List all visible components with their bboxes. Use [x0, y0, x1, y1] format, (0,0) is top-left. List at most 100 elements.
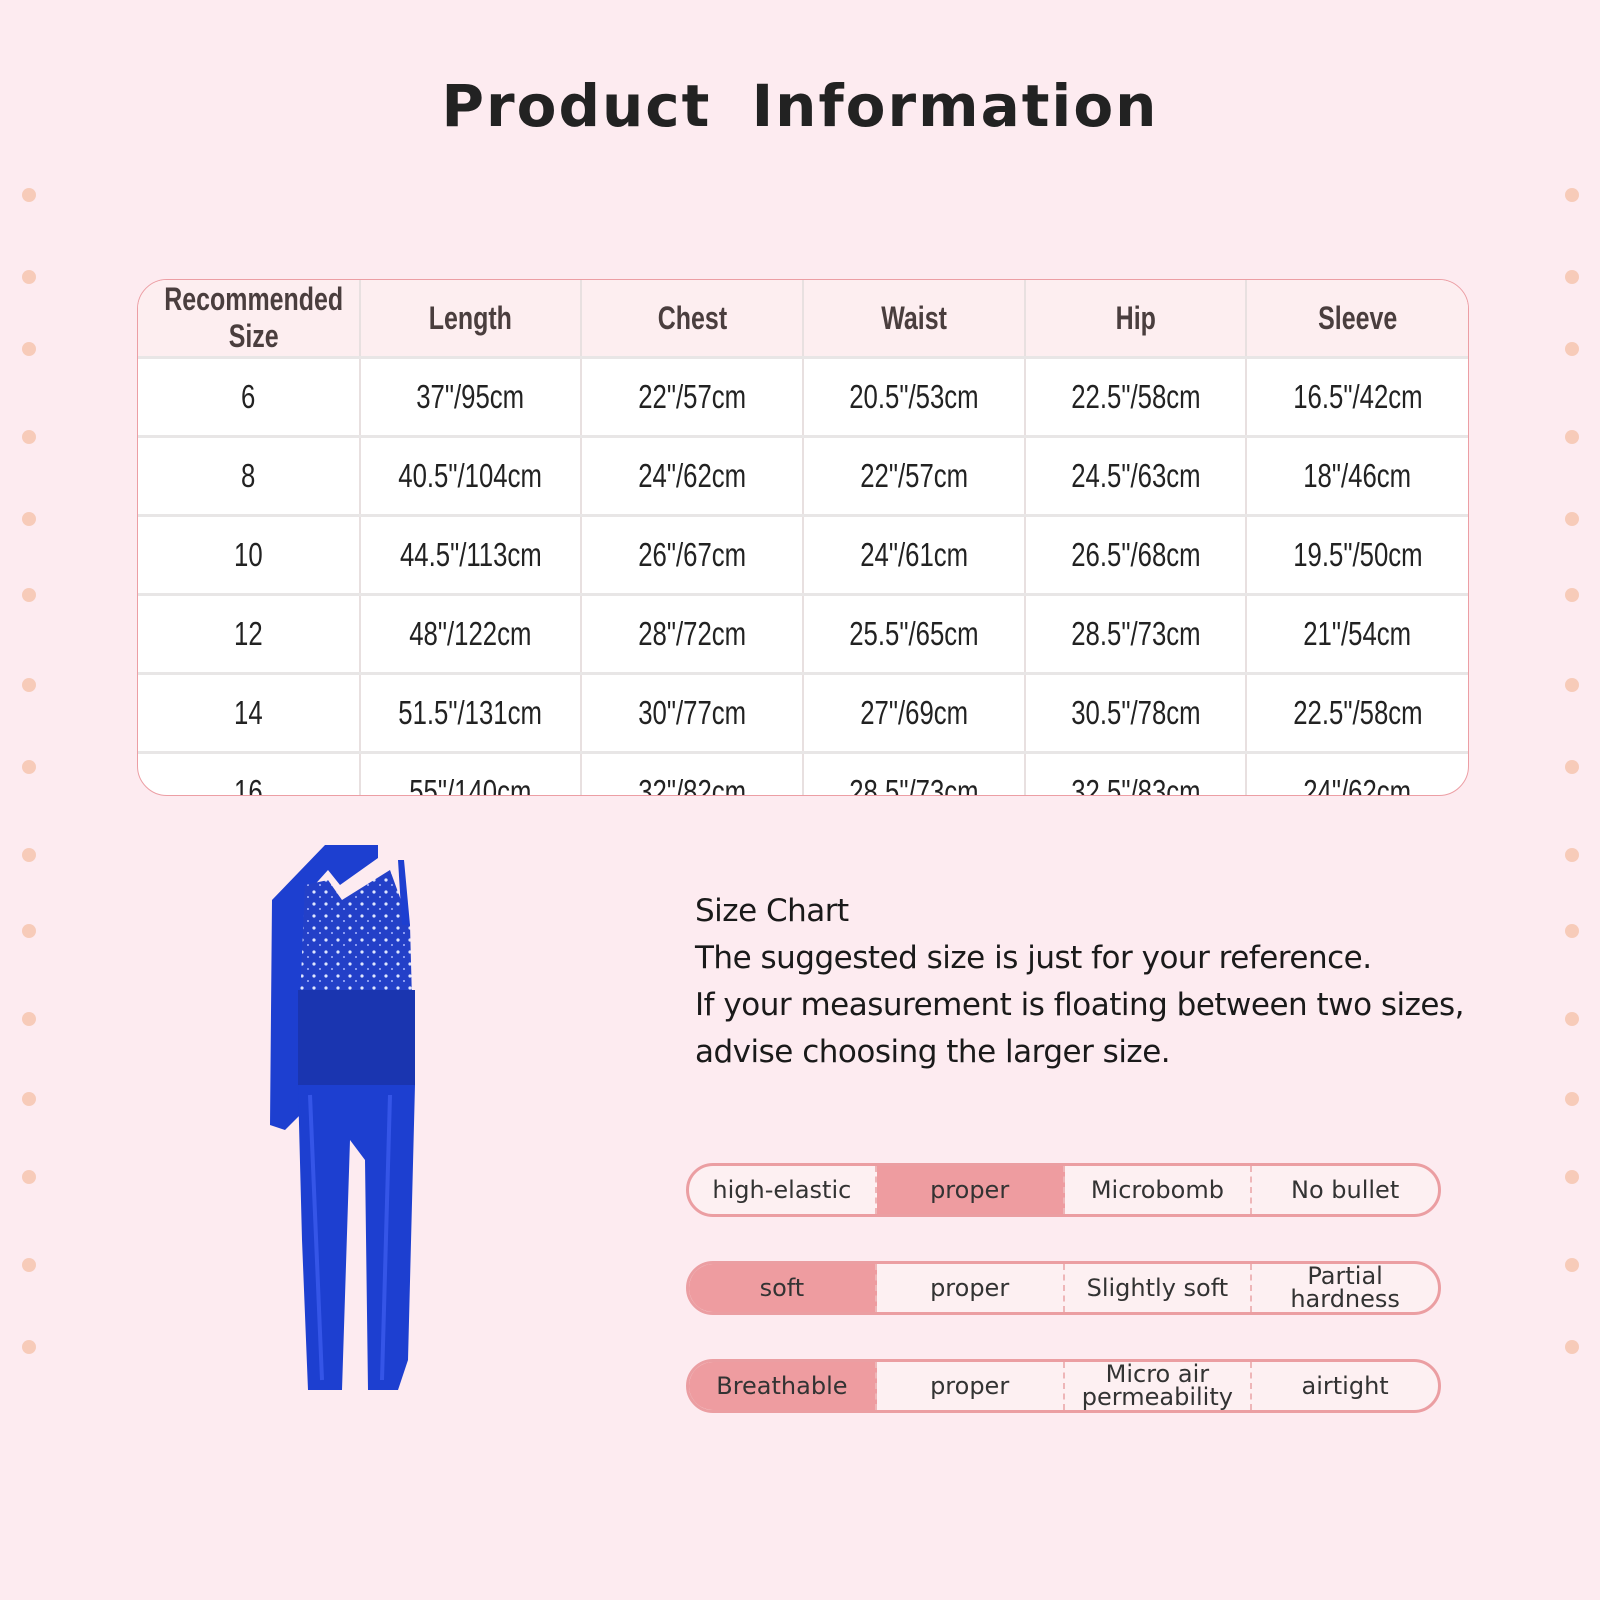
attribute-option: Slightly soft	[1065, 1264, 1253, 1312]
cell-value: 24.5"/63cm	[1070, 457, 1201, 494]
table-cell: 30.5"/78cm	[1024, 673, 1248, 754]
dot-decoration	[22, 512, 36, 526]
dot-decoration	[22, 1092, 36, 1106]
table-cell: 24"/62cm	[581, 436, 804, 517]
dot-decoration	[1565, 760, 1579, 774]
dot-decoration	[22, 924, 36, 938]
table-row: 14 51.5"/131cm 30"/77cm 27"/69cm 30.5"/78cm 2…	[138, 673, 1468, 754]
dot-decoration	[22, 1012, 36, 1026]
cell-value: 48"/122cm	[409, 615, 532, 652]
dot-decoration	[22, 678, 36, 692]
column-header-label: Length	[428, 299, 513, 336]
description-line: advise choosing the larger size.	[695, 1034, 1171, 1070]
dot-decoration	[1565, 1340, 1579, 1354]
dot-decoration	[22, 588, 36, 602]
description-heading: Size Chart	[695, 893, 849, 929]
attribute-option: Microbomb	[1065, 1166, 1253, 1214]
dot-decoration	[22, 188, 36, 202]
cell-value: 37"/95cm	[416, 378, 525, 415]
table-cell: 25.5"/65cm	[802, 594, 1026, 675]
size-table: Recommended Size Length Chest Waist Hip Sleev…	[137, 279, 1469, 796]
table-row: 6 37"/95cm 22"/57cm 20.5"/53cm 22.5"/58cm 16.…	[138, 357, 1468, 438]
cell-value: 28.5"/73cm	[849, 773, 979, 796]
dot-decoration	[1565, 1092, 1579, 1106]
dot-decoration	[22, 342, 36, 356]
table-cell: 26.5"/68cm	[1024, 515, 1248, 596]
dot-decoration	[1565, 1012, 1579, 1026]
cell-value: 22"/57cm	[859, 457, 968, 494]
cell-value: 16.5"/42cm	[1292, 378, 1423, 415]
dot-decoration	[1565, 342, 1579, 356]
dot-decoration	[1565, 430, 1579, 444]
table-cell: 24"/61cm	[802, 515, 1026, 596]
column-header: Sleeve	[1246, 280, 1468, 359]
attribute-option-selected: Breathable	[689, 1362, 877, 1410]
table-cell: 12	[138, 594, 361, 675]
dot-decoration	[22, 1258, 36, 1272]
description-line: The suggested size is just for your refe…	[695, 940, 1372, 976]
dot-decoration	[1565, 588, 1579, 602]
cell-value: 19.5"/50cm	[1292, 536, 1423, 573]
column-header-label: Hip	[1115, 299, 1156, 336]
product-image	[250, 840, 430, 1405]
table-cell: 48"/122cm	[359, 594, 583, 675]
cell-value: 18"/46cm	[1303, 457, 1412, 494]
table-cell: 22.5"/58cm	[1024, 357, 1248, 438]
table-cell: 24.5"/63cm	[1024, 436, 1248, 517]
table-cell: 37"/95cm	[359, 357, 583, 438]
table-cell: 22"/57cm	[581, 357, 804, 438]
elasticity-scale: high-elastic proper Microbomb No bullet	[686, 1163, 1441, 1217]
column-header-label: Chest	[657, 299, 727, 336]
table-cell: 22"/57cm	[802, 436, 1026, 517]
table-cell: 16.5"/42cm	[1246, 357, 1468, 438]
cell-value: 12	[234, 615, 263, 652]
cell-value: 24"/62cm	[1303, 773, 1412, 796]
table-row: 16 55"/140cm 32"/82cm 28.5"/73cm 32.5"/83cm 2…	[138, 752, 1468, 796]
cell-value: 28.5"/73cm	[1070, 615, 1201, 652]
table-cell: 28.5"/73cm	[1024, 594, 1248, 675]
attribute-option: proper	[877, 1362, 1065, 1410]
dot-decoration	[22, 1170, 36, 1184]
cell-value: 51.5"/131cm	[398, 694, 543, 731]
cell-value: 8	[241, 457, 256, 494]
cell-value: 44.5"/113cm	[399, 536, 542, 573]
cell-value: 24"/62cm	[638, 457, 747, 494]
table-cell: 27"/69cm	[802, 673, 1026, 754]
table-cell: 55"/140cm	[359, 752, 583, 795]
breathability-scale: Breathable proper Micro air permeability ai…	[686, 1359, 1441, 1413]
cell-value: 6	[241, 378, 256, 415]
cell-value: 26.5"/68cm	[1070, 536, 1201, 573]
table-cell: 16	[138, 752, 361, 796]
page-title: Product Information	[441, 72, 1159, 140]
cell-value: 20.5"/53cm	[849, 378, 979, 415]
cell-value: 21"/54cm	[1303, 615, 1412, 652]
cell-value: 22.5"/58cm	[1292, 694, 1423, 731]
cell-value: 16	[234, 773, 263, 796]
cell-value: 27"/69cm	[859, 694, 968, 731]
table-cell: 19.5"/50cm	[1246, 515, 1468, 596]
dot-decoration	[1565, 924, 1579, 938]
table-cell: 18"/46cm	[1246, 436, 1468, 517]
dot-decoration	[1565, 270, 1579, 284]
dot-decoration	[22, 270, 36, 284]
cell-value: 26"/67cm	[638, 536, 747, 573]
size-description: Size Chart The suggested size is just fo…	[695, 888, 1465, 1076]
column-header-label: Sleeve	[1318, 299, 1398, 336]
attribute-option: Micro air permeability	[1065, 1362, 1253, 1410]
attribute-option-selected: soft	[689, 1264, 877, 1312]
column-header: Hip	[1024, 280, 1248, 359]
cell-value: 10	[234, 536, 263, 573]
table-cell: 51.5"/131cm	[359, 673, 583, 754]
column-header: Length	[359, 280, 583, 359]
table-cell: 14	[138, 673, 361, 754]
description-line: If your measurement is floating between …	[695, 987, 1465, 1023]
table-cell: 24"/62cm	[1246, 753, 1468, 796]
cell-value: 25.5"/65cm	[849, 615, 979, 652]
table-cell: 20.5"/53cm	[802, 357, 1026, 438]
column-header: Chest	[581, 280, 804, 359]
table-row: 12 48"/122cm 28"/72cm 25.5"/65cm 28.5"/73cm 2…	[138, 594, 1468, 675]
table-cell: 28"/72cm	[581, 594, 804, 675]
table-cell: 40.5"/104cm	[359, 436, 583, 517]
table-cell: 28.5"/73cm	[802, 752, 1026, 796]
attribute-option-selected: proper	[876, 1166, 1065, 1214]
